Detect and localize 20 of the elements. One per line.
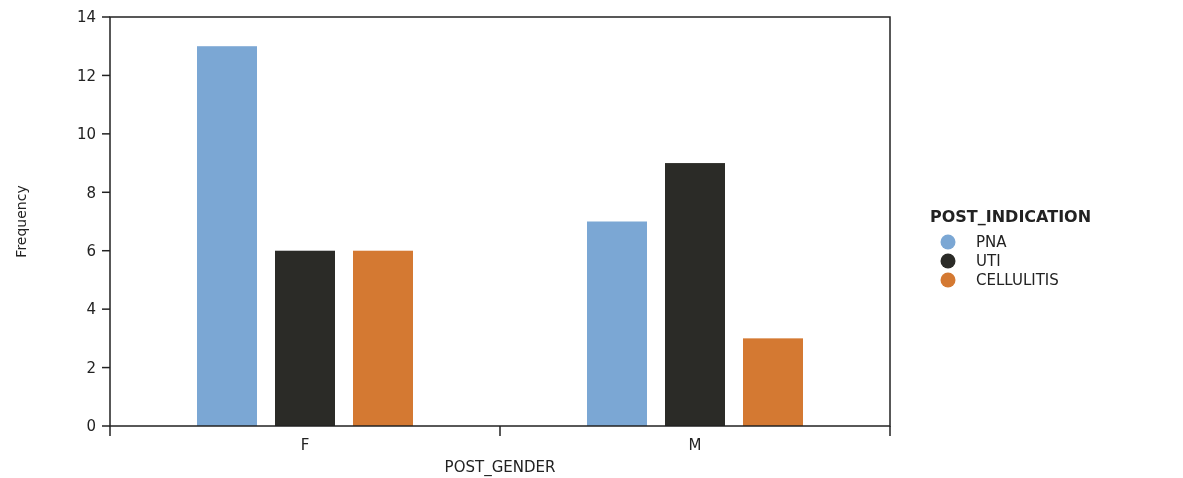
y-tick-label: 6 <box>86 241 96 260</box>
y-tick-label: 12 <box>76 66 96 85</box>
x-tick-label: F <box>300 436 310 454</box>
legend-label: CELLULITIS <box>976 271 1059 290</box>
x-tick-label: M <box>688 436 702 454</box>
bar <box>197 46 257 426</box>
y-tick-label: 4 <box>86 300 96 319</box>
legend-label: UTI <box>976 252 1001 271</box>
y-tick-label: 0 <box>86 417 96 436</box>
bar <box>587 221 647 426</box>
y-tick-label: 2 <box>86 358 96 377</box>
bar <box>743 338 803 426</box>
bar <box>353 250 413 426</box>
x-axis-title: POST_GENDER <box>444 458 556 477</box>
legend-title: POST_INDICATION <box>930 207 1092 226</box>
y-tick-label: 8 <box>86 183 96 202</box>
y-tick-label: 14 <box>76 8 96 27</box>
legend-label: PNA <box>976 233 1008 252</box>
y-tick-label: 10 <box>76 125 96 144</box>
y-axis-title: Frequency <box>13 185 29 258</box>
